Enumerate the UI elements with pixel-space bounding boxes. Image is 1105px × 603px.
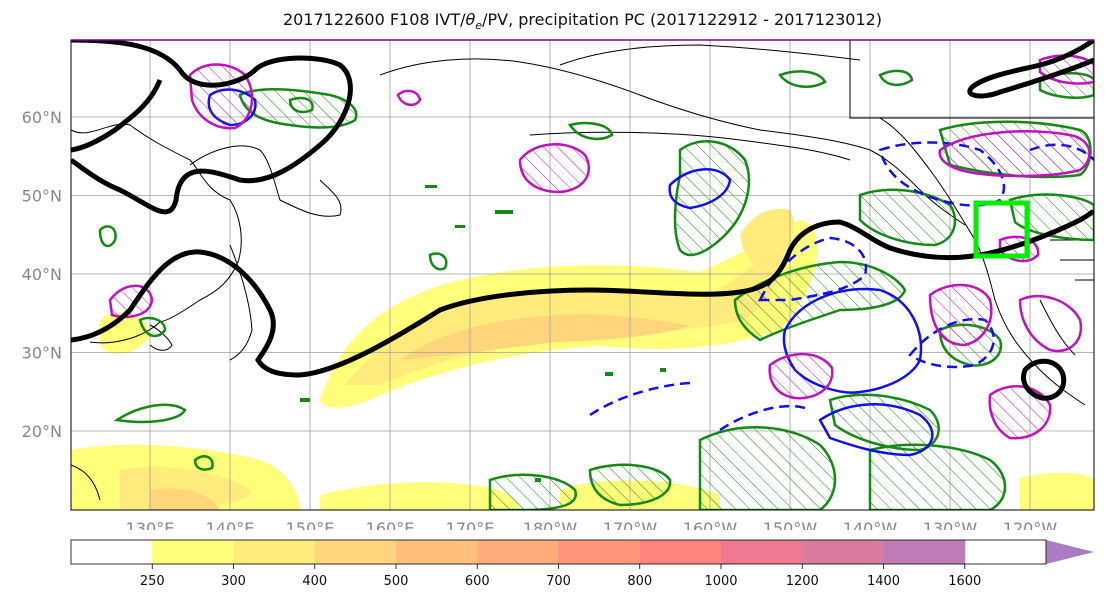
colorbar-tick-label: 250 [140, 574, 165, 589]
colorbar-tick-labels: 250 300 400 500 600 700 800 1000 1200 1400 1600 [140, 564, 981, 589]
longitude-label: 140°W [843, 519, 898, 530]
longitude-label: 150°E [286, 519, 335, 530]
colorbar-segment [558, 540, 641, 564]
colorbar-segment [233, 540, 316, 564]
colorbar-segments [71, 540, 966, 564]
colorbar-tick-label: 600 [465, 574, 490, 589]
colorbar-tick-label: 1200 [786, 574, 819, 589]
latitude-label: 20°N [22, 422, 62, 441]
map-title: 2017122600 F108 IVT/θe/PV, precipitation… [0, 10, 1105, 32]
latitude-labels: 60°N 50°N 40°N 30°N 20°N [22, 108, 62, 441]
green-small-contours [98, 69, 914, 471]
latitude-label: 40°N [22, 265, 62, 284]
colorbar-tick-label: 800 [627, 574, 652, 589]
longitude-label: 180°W [523, 519, 578, 530]
precipitation-shading [71, 208, 1094, 510]
colorbar-extend-arrow [1046, 540, 1094, 564]
colorbar-tick-label: 400 [302, 574, 327, 589]
pv-contours [71, 40, 1094, 401]
region-box [973, 200, 1030, 259]
title-prefix: 2017122600 F108 IVT/ [282, 10, 466, 29]
longitude-labels: 130°E 140°E 150°E 160°E 170°E 180°W 170°W 160°W… [126, 519, 1058, 530]
latitude-label: 60°N [22, 108, 62, 127]
small-feature-marks [300, 185, 666, 482]
colorbar-tick-label: 1400 [867, 574, 900, 589]
longitude-label: 120°W [1003, 519, 1058, 530]
longitude-label: 150°W [763, 519, 818, 530]
colorbar-tick-label: 700 [546, 574, 571, 589]
coastlines [71, 40, 1094, 501]
colorbar-tick-label: 1600 [948, 574, 981, 589]
colorbar-segment [71, 540, 153, 564]
colorbar-tick-label: 1000 [704, 574, 737, 589]
colorbar-segment [721, 540, 803, 564]
colorbar: 250 300 400 500 600 700 800 1000 1200 1400 1600 [70, 539, 1094, 589]
longitude-label: 160°E [366, 519, 415, 530]
title-theta: θ [465, 10, 476, 29]
colorbar-segment [477, 540, 559, 564]
colorbar-tick-label: 500 [384, 574, 409, 589]
title-suffix: /PV, precipitation PC (2017122912 - 2017… [482, 10, 883, 29]
latitude-label: 30°N [22, 344, 62, 363]
longitude-label: 170°W [603, 519, 658, 530]
title-theta-subscript: e [475, 19, 483, 33]
longitude-label: 160°W [683, 519, 738, 530]
colorbar-segment [883, 540, 966, 564]
colorbar-segment [396, 540, 478, 564]
longitude-label: 140°E [206, 519, 255, 530]
colorbar-tick-label: 300 [221, 574, 246, 589]
colorbar-segment [314, 540, 397, 564]
colorbar-segment [152, 540, 234, 564]
colorbar-segment [802, 540, 884, 564]
longitude-label: 130°E [126, 519, 175, 530]
longitude-label: 130°W [923, 519, 978, 530]
magenta-small-contours [396, 89, 1083, 353]
colorbar-segment [639, 540, 722, 564]
longitude-label: 170°E [446, 519, 495, 530]
latitude-label: 50°N [22, 187, 62, 206]
forecast-map: 130°E 140°E 150°E 160°E 170°E 180°W 170°W 160°W… [22, 39, 1095, 530]
